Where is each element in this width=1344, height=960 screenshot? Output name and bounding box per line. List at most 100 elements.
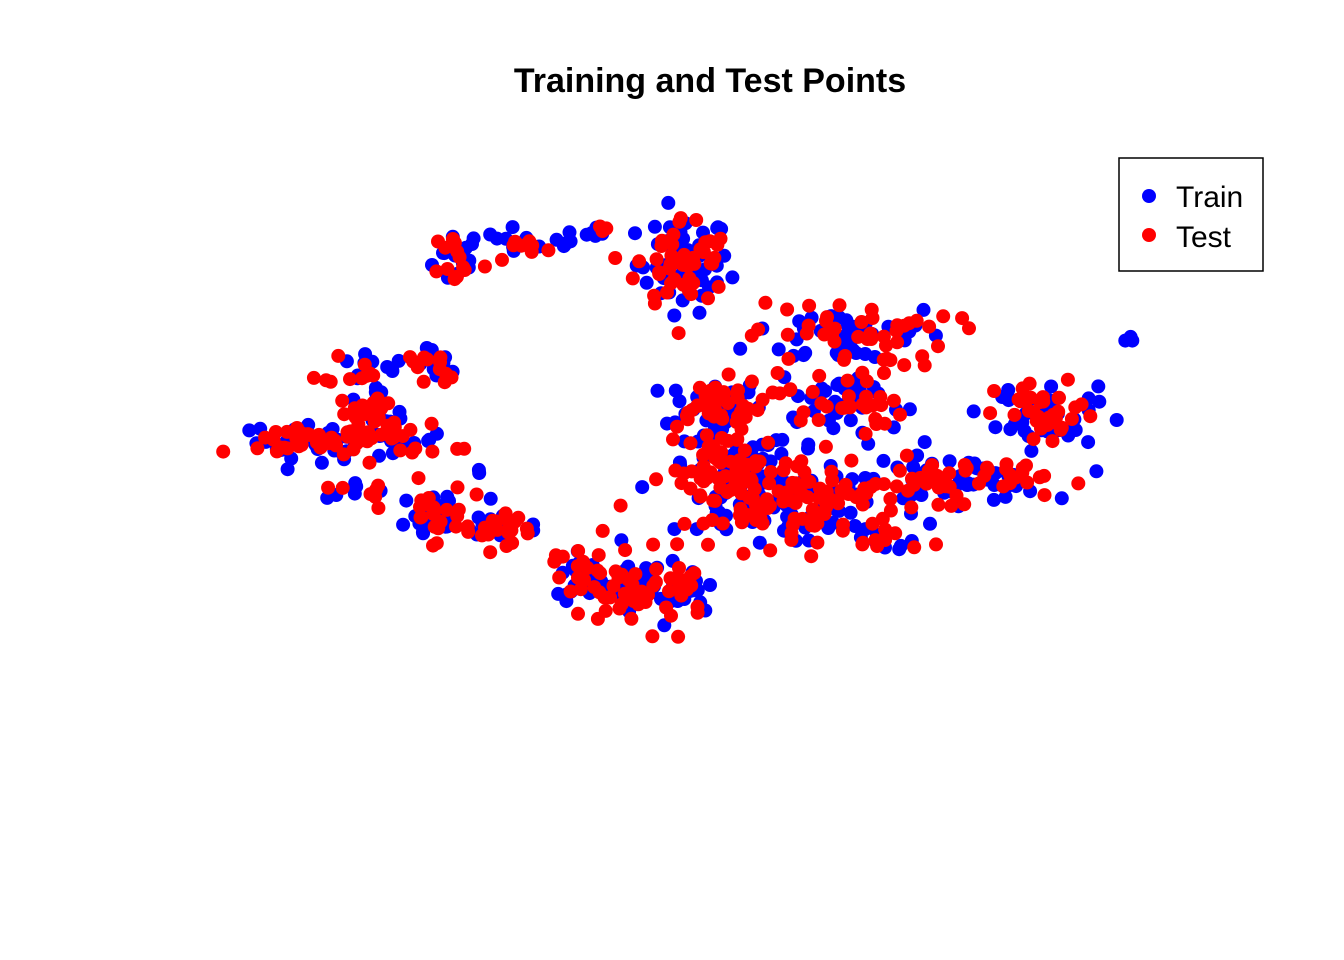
- test-point: [677, 516, 692, 531]
- test-point: [571, 606, 585, 621]
- test-point: [570, 559, 585, 574]
- test-point: [216, 444, 231, 459]
- test-point: [429, 264, 444, 279]
- chart-title: Training and Test Points: [514, 62, 906, 100]
- test-point: [405, 445, 420, 460]
- test-point: [591, 548, 606, 563]
- train-point: [647, 219, 662, 234]
- train-point: [876, 453, 891, 468]
- test-point: [696, 459, 711, 474]
- test-point: [841, 389, 856, 404]
- test-point: [811, 490, 826, 505]
- test-point: [444, 370, 459, 385]
- test-point: [1022, 376, 1037, 391]
- test-point: [666, 432, 680, 447]
- test-point: [676, 257, 691, 272]
- test-point: [450, 480, 465, 495]
- train-point: [917, 435, 932, 450]
- test-point: [670, 537, 685, 552]
- test-point: [514, 238, 529, 253]
- test-point: [890, 318, 905, 333]
- test-point: [337, 407, 352, 422]
- test-point: [387, 415, 402, 430]
- train-point: [1003, 422, 1018, 437]
- train-point: [472, 466, 487, 480]
- test-point: [800, 490, 815, 505]
- train-point: [1054, 491, 1069, 506]
- test-point: [294, 433, 309, 448]
- test-point: [893, 407, 907, 422]
- test-point: [646, 578, 661, 593]
- test-point: [837, 352, 851, 367]
- test-point: [915, 349, 930, 364]
- test-point: [698, 235, 713, 250]
- train-point: [242, 423, 257, 438]
- test-point: [524, 244, 539, 259]
- test-point: [381, 396, 396, 411]
- test-point: [1060, 372, 1075, 387]
- test-point: [1037, 468, 1052, 483]
- test-point: [721, 433, 736, 448]
- test-point: [614, 597, 629, 612]
- test-point: [671, 629, 686, 644]
- test-point: [876, 329, 891, 344]
- test-point: [371, 478, 386, 493]
- test-point: [460, 519, 475, 534]
- train-point: [392, 404, 407, 419]
- test-point: [599, 590, 614, 605]
- test-point: [258, 430, 273, 445]
- test-point: [628, 567, 643, 582]
- test-point: [844, 453, 859, 468]
- test-point: [646, 537, 661, 552]
- test-point: [942, 466, 957, 481]
- train-point: [280, 462, 295, 477]
- test-point: [715, 516, 730, 531]
- test-point: [649, 562, 664, 577]
- test-point: [840, 373, 855, 388]
- test-point: [690, 605, 705, 620]
- test-point: [498, 506, 513, 521]
- test-point: [393, 443, 408, 458]
- test-point: [1026, 432, 1041, 447]
- train-point: [483, 491, 498, 506]
- test-point: [780, 302, 795, 317]
- train-point: [988, 420, 1003, 435]
- test-point: [721, 367, 736, 382]
- test-point: [892, 463, 907, 478]
- test-point: [403, 350, 417, 365]
- test-point: [335, 393, 350, 408]
- train-point: [1092, 394, 1107, 409]
- test-point: [411, 471, 426, 486]
- test-point: [696, 516, 711, 531]
- test-point: [450, 509, 465, 524]
- test-point: [859, 486, 874, 501]
- train-point: [1089, 464, 1104, 479]
- test-point: [668, 463, 683, 478]
- test-point: [859, 374, 874, 389]
- test-point: [765, 385, 780, 400]
- test-point: [485, 513, 500, 528]
- test-point: [450, 441, 465, 456]
- train-point: [628, 226, 642, 241]
- test-point: [805, 384, 820, 399]
- legend-label-test: Test: [1176, 221, 1232, 254]
- test-point: [665, 237, 680, 252]
- test-point: [763, 465, 778, 479]
- test-point: [805, 502, 820, 517]
- test-point: [827, 334, 842, 349]
- test-point: [649, 472, 664, 487]
- test-point: [475, 528, 489, 543]
- train-point: [358, 347, 373, 362]
- test-point: [811, 413, 826, 427]
- test-point: [827, 321, 842, 336]
- train-point: [986, 492, 1001, 507]
- test-point: [696, 474, 711, 489]
- test-point: [689, 213, 704, 227]
- test-point: [936, 309, 951, 324]
- test-point: [343, 372, 357, 387]
- test-point: [573, 582, 588, 597]
- test-point: [371, 501, 386, 515]
- test-point: [980, 462, 995, 477]
- train-point: [635, 480, 650, 495]
- test-point: [899, 448, 914, 463]
